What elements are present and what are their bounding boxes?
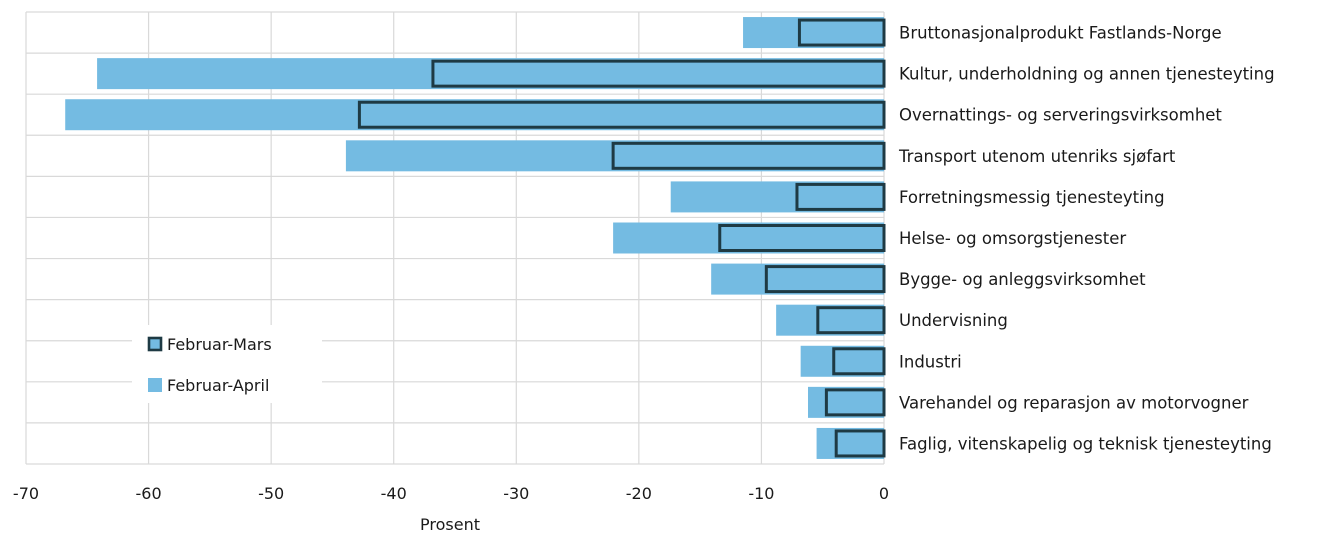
category-label-undervisning: Undervisning: [899, 311, 1008, 330]
bar-februar-mars-helse-og-omsorgstjenester: [718, 224, 886, 252]
x-tick-label: -40: [381, 484, 407, 503]
legend-swatch-februar-mars: [147, 336, 163, 352]
x-axis-title: Prosent: [420, 515, 480, 534]
x-tick-label: -20: [626, 484, 652, 503]
category-labels: Bruttonasjonalprodukt Fastlands-Norge Kul…: [898, 24, 1275, 454]
legend-label-februar-mars: Februar-Mars: [167, 335, 272, 354]
category-label-bygge-og-anleggsvirksomhet: Bygge- og anleggsvirksomhet: [899, 270, 1146, 289]
category-label-overnattings-og-serveringsvirksomhet: Overnattings- og serveringsvirksomhet: [899, 106, 1222, 125]
bar-februar-mars-varehandel-og-reparasjon-av-motorvogner: [824, 388, 886, 417]
x-tick-label: -10: [748, 484, 774, 503]
category-label-forretningsmessig-tjenesteyting: Forretningsmessig tjenesteyting: [899, 188, 1165, 207]
bar-februar-mars-bruttonasjonalprodukt-fastlands-norge: [797, 18, 886, 47]
bar-februar-mars-forretningsmessig-tjenesteyting: [795, 182, 886, 211]
legend-swatch-februar-april: [148, 378, 162, 392]
category-label-transport-utenom-utenriks-sjofart: Transport utenom utenriks sjøfart: [898, 147, 1176, 166]
bar-februar-mars-undervisning: [816, 306, 886, 335]
x-tick-label: 0: [879, 484, 889, 503]
category-label-kultur-underholdning-og-annen-tjenesteyting: Kultur, underholdning og annen tjenestey…: [899, 65, 1275, 84]
category-label-varehandel-og-reparasjon-av-motorvogner: Varehandel og reparasjon av motorvogner: [899, 393, 1249, 412]
bar-februar-mars-faglig-vitenskapelig-og-teknisk-tjenesteyting: [834, 429, 886, 458]
bar-februar-mars-overnattings-og-serveringsvirksomhet: [357, 100, 886, 129]
legend-label-februar-april: Februar-April: [167, 376, 269, 395]
bar-februar-mars-transport-utenom-utenriks-sjofart: [611, 141, 886, 170]
bar-februar-mars-kultur-underholdning-og-annen-tjenesteyting: [431, 59, 886, 88]
legend-background: [132, 325, 322, 403]
category-label-industri: Industri: [899, 352, 962, 371]
bar-februar-mars-bygge-og-anleggsvirksomhet: [764, 265, 886, 294]
x-tick-label: -70: [13, 484, 39, 503]
category-label-faglig-vitenskapelig-og-teknisk-tjenesteyting: Faglig, vitenskapelig og teknisk tjenest…: [899, 434, 1272, 453]
x-tick-label: -30: [503, 484, 529, 503]
x-tick-label: -50: [258, 484, 284, 503]
bars: [65, 17, 886, 459]
category-label-bruttonasjonalprodukt-fastlands-norge: Bruttonasjonalprodukt Fastlands-Norge: [899, 24, 1222, 43]
bar-februar-mars-industri: [832, 347, 886, 376]
legend: Februar-Mars Februar-April: [132, 325, 322, 403]
x-tick-label: -60: [136, 484, 162, 503]
x-axis-ticks: -70 -60 -50 -40 -30 -20 -10 0: [13, 484, 889, 503]
category-label-helse-og-omsorgstjenester: Helse- og omsorgstjenester: [899, 229, 1126, 248]
